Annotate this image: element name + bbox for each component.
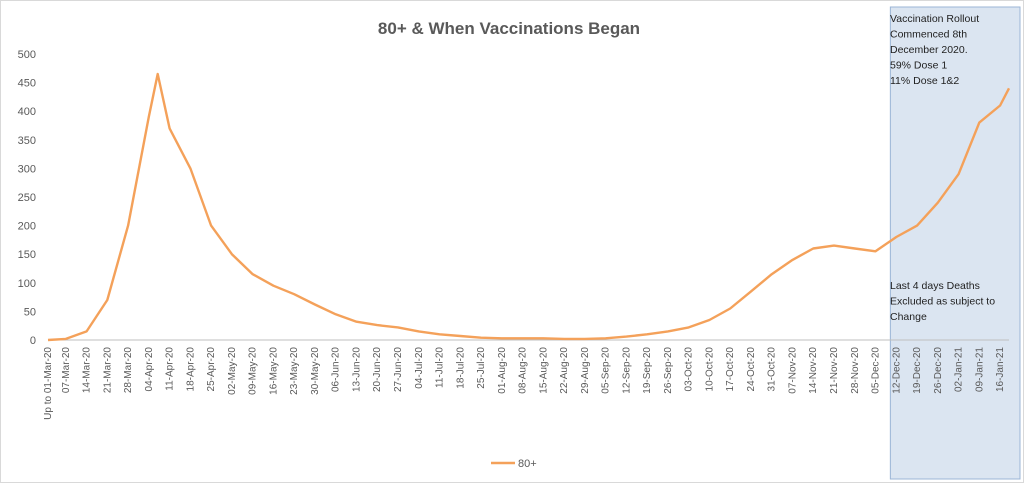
x-tick-label: 10-Oct-20 — [704, 347, 715, 392]
y-tick-label: 300 — [18, 163, 36, 175]
x-tick-label: 04-Jul-20 — [414, 347, 425, 389]
annotation-line: Last 4 days Deaths — [890, 280, 980, 292]
y-axis-ticks: 0 50 100 150 200 250 300 350 400 450 500 — [18, 49, 36, 347]
x-tick-label: 23-May-20 — [289, 347, 300, 395]
x-tick-label: 11-Apr-20 — [165, 347, 176, 391]
x-tick-label: 20-Jun-20 — [372, 347, 383, 392]
x-tick-label: 16-Jan-21 — [995, 347, 1006, 392]
x-tick-label: 03-Oct-20 — [684, 347, 695, 392]
x-tick-label: 28-Nov-20 — [850, 347, 861, 394]
x-tick-label: Up to 01-Mar-20 — [43, 347, 54, 420]
x-tick-label: 01-Aug-20 — [497, 347, 508, 394]
y-tick-label: 400 — [18, 106, 36, 118]
x-tick-label: 13-Jun-20 — [351, 347, 362, 392]
x-tick-label: 30-May-20 — [310, 347, 321, 395]
x-tick-label: 21-Mar-20 — [102, 347, 113, 394]
y-tick-label: 150 — [18, 249, 36, 261]
y-tick-label: 100 — [18, 278, 36, 290]
x-tick-label: 15-Aug-20 — [538, 347, 549, 394]
y-tick-label: 500 — [18, 49, 36, 61]
chart-title: 80+ & When Vaccinations Began — [378, 19, 640, 38]
x-tick-label: 14-Nov-20 — [808, 347, 819, 394]
x-tick-label: 04-Apr-20 — [144, 347, 155, 392]
x-tick-label: 24-Oct-20 — [746, 347, 757, 392]
x-tick-label: 29-Aug-20 — [580, 347, 591, 394]
x-tick-label: 05-Sep-20 — [601, 347, 612, 394]
x-tick-label: 18-Jul-20 — [455, 347, 466, 389]
annotation-line: Vaccination Rollout — [890, 13, 979, 25]
annotation-line: 11% Dose 1&2 — [890, 75, 959, 87]
annotation-line: Change — [890, 311, 927, 323]
x-tick-label: 19-Sep-20 — [642, 347, 653, 394]
x-tick-label: 06-Jun-20 — [331, 347, 342, 392]
x-tick-label: 26-Sep-20 — [663, 347, 674, 394]
y-tick-label: 50 — [24, 306, 36, 318]
y-tick-label: 0 — [30, 335, 36, 347]
x-tick-label: 21-Nov-20 — [829, 347, 840, 394]
x-tick-label: 02-Jan-21 — [954, 347, 965, 392]
x-tick-label: 09-May-20 — [248, 347, 259, 395]
deaths-excluded-note: Last 4 days Deaths Excluded as subject to… — [890, 280, 995, 323]
x-tick-label: 25-Jul-20 — [476, 347, 487, 389]
x-tick-label: 09-Jan-21 — [974, 347, 985, 392]
x-tick-label: 26-Dec-20 — [933, 347, 944, 394]
x-tick-label: 25-Apr-20 — [206, 347, 217, 392]
x-tick-label: 16-May-20 — [268, 347, 279, 395]
x-tick-label: 31-Oct-20 — [767, 347, 778, 392]
vaccination-rollout-note: Vaccination Rollout Commenced 8th December… — [890, 13, 979, 87]
legend: 80+ — [491, 458, 537, 470]
x-tick-label: 05-Dec-20 — [871, 347, 882, 394]
x-axis-ticks: Up to 01-Mar-20 07-Mar-20 14-Mar-20 21-Mar-… — [43, 347, 1006, 420]
x-tick-label: 07-Mar-20 — [61, 347, 72, 394]
annotation-line: Commenced 8th — [890, 29, 967, 41]
x-tick-label: 28-Mar-20 — [123, 347, 134, 394]
y-tick-label: 350 — [18, 135, 36, 147]
x-tick-label: 14-Mar-20 — [82, 347, 93, 394]
annotation-line: December 2020. — [890, 44, 968, 56]
vaccination-period-shading — [889, 6, 1021, 480]
x-tick-label: 18-Apr-20 — [185, 347, 196, 392]
y-tick-label: 250 — [18, 192, 36, 204]
y-tick-label: 450 — [18, 78, 36, 90]
legend-label-80plus: 80+ — [518, 458, 537, 470]
annotation-line: 59% Dose 1 — [890, 60, 947, 72]
x-tick-label: 12-Sep-20 — [621, 347, 632, 394]
x-tick-label: 19-Dec-20 — [912, 347, 923, 394]
x-tick-label: 27-Jun-20 — [393, 347, 404, 392]
y-tick-label: 200 — [18, 221, 36, 233]
x-tick-label: 07-Nov-20 — [787, 347, 798, 394]
annotation-line: Excluded as subject to — [890, 296, 995, 308]
x-tick-label: 02-May-20 — [227, 347, 238, 395]
x-tick-label: 08-Aug-20 — [518, 347, 529, 394]
x-tick-label: 22-Aug-20 — [559, 347, 570, 394]
x-tick-label: 12-Dec-20 — [891, 347, 902, 394]
series-line-80plus — [47, 72, 1011, 342]
x-tick-label: 11-Jul-20 — [435, 347, 446, 388]
x-tick-label: 17-Oct-20 — [725, 347, 736, 392]
